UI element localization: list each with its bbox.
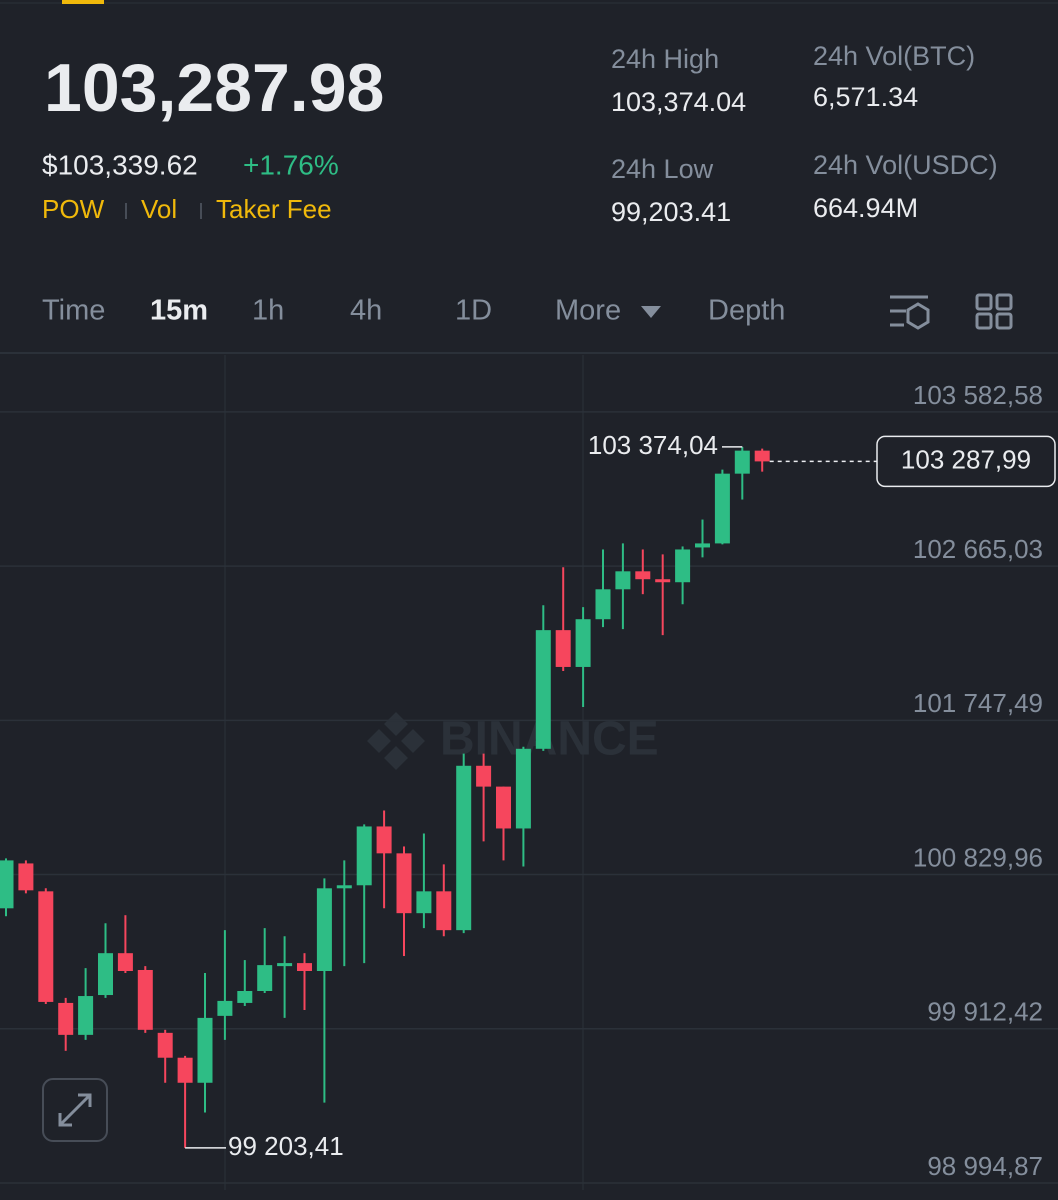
layout-icon[interactable] bbox=[975, 293, 1013, 330]
candle-body bbox=[98, 953, 113, 996]
high-marker-label: 103 374,04 bbox=[588, 430, 718, 460]
candle-body bbox=[316, 888, 332, 971]
candle-body bbox=[496, 786, 511, 829]
candle-body bbox=[655, 579, 671, 583]
tab[interactable]: 1D bbox=[455, 295, 492, 327]
candle-body bbox=[217, 1000, 233, 1016]
candle-body bbox=[416, 891, 432, 914]
y-tick-label: 99 912,42 bbox=[927, 997, 1043, 1027]
candle-body bbox=[197, 1017, 213, 1083]
candle-body bbox=[336, 885, 352, 889]
candle-body bbox=[456, 765, 472, 931]
candle-body bbox=[257, 965, 273, 991]
fiat-price: $103,339.62 bbox=[42, 149, 198, 180]
candle-body bbox=[595, 589, 611, 620]
candle-body bbox=[78, 996, 94, 1035]
last-price-label: 103 287,99 bbox=[901, 444, 1031, 474]
stat-value: 99,203.41 bbox=[611, 197, 731, 227]
expand-button[interactable] bbox=[42, 1078, 108, 1142]
y-tick-label: 100 829,96 bbox=[913, 842, 1043, 872]
price: 103,287.98 bbox=[44, 50, 384, 126]
candle-body bbox=[117, 953, 133, 971]
y-tick-label: 103 582,58 bbox=[913, 380, 1043, 410]
candle-body bbox=[575, 619, 591, 667]
candle-body bbox=[754, 450, 770, 462]
chart: 98 994,87 99 912,42 100 829,96 101 747,49 10… bbox=[0, 380, 1058, 1184]
tab[interactable]: Time bbox=[42, 295, 105, 327]
candle-body bbox=[18, 863, 34, 891]
tab-indicator bbox=[62, 0, 104, 4]
y-tick-label: 98 994,87 bbox=[927, 1151, 1043, 1181]
stat-label: 24h Low bbox=[611, 154, 714, 184]
expand-frame bbox=[42, 1078, 108, 1142]
candle-body bbox=[635, 571, 651, 580]
candle-body bbox=[695, 543, 710, 548]
candle-body bbox=[38, 891, 54, 1002]
candle-body bbox=[177, 1057, 193, 1083]
expand-icon bbox=[58, 1093, 92, 1127]
tab[interactable]: 15m bbox=[150, 295, 208, 327]
candle-body bbox=[734, 450, 750, 474]
candle-body bbox=[476, 765, 492, 787]
stat-label: 24h Vol(USDC) bbox=[813, 150, 998, 180]
candle-body bbox=[157, 1032, 173, 1058]
last-price-box bbox=[876, 435, 1056, 488]
tab[interactable]: 1h bbox=[252, 295, 284, 327]
candle-body bbox=[515, 748, 531, 829]
stat-label: 24h High bbox=[611, 44, 719, 74]
candle-body bbox=[396, 853, 412, 914]
candle-body bbox=[615, 571, 631, 590]
candle-body bbox=[297, 963, 312, 971]
stat-value: 103,374.04 bbox=[611, 87, 746, 117]
tab[interactable]: 4h bbox=[350, 295, 382, 327]
candle-body bbox=[0, 860, 14, 909]
stat-label: 24h Vol(BTC) bbox=[813, 41, 975, 71]
candle-body bbox=[436, 891, 452, 931]
settings-icon[interactable] bbox=[890, 295, 930, 330]
candle-body bbox=[356, 826, 372, 886]
candle-body bbox=[277, 963, 293, 967]
watermark-logo bbox=[367, 712, 425, 770]
y-tick-label: 101 747,49 bbox=[913, 688, 1043, 718]
candle-body bbox=[137, 969, 153, 1030]
candle-body bbox=[714, 473, 730, 544]
tag[interactable]: Taker Fee bbox=[216, 194, 332, 224]
candle-body bbox=[237, 990, 253, 1003]
stat-value: 6,571.34 bbox=[813, 82, 918, 112]
tag[interactable]: Vol bbox=[141, 194, 177, 224]
candle-body bbox=[58, 1002, 74, 1035]
stat-value: 664.94M bbox=[813, 193, 918, 223]
tag[interactable]: POW bbox=[42, 194, 105, 224]
candle-body bbox=[675, 549, 691, 583]
dropdown-arrow bbox=[641, 306, 661, 318]
tab[interactable]: Depth bbox=[708, 295, 785, 327]
candle-body bbox=[535, 630, 551, 749]
candle-body bbox=[376, 826, 392, 854]
low-marker-label: 99 203,41 bbox=[228, 1131, 344, 1161]
change: +1.76% bbox=[243, 149, 339, 180]
candle-body bbox=[555, 630, 571, 667]
y-tick-label: 102 665,03 bbox=[913, 534, 1043, 564]
tab[interactable]: More bbox=[555, 295, 621, 327]
